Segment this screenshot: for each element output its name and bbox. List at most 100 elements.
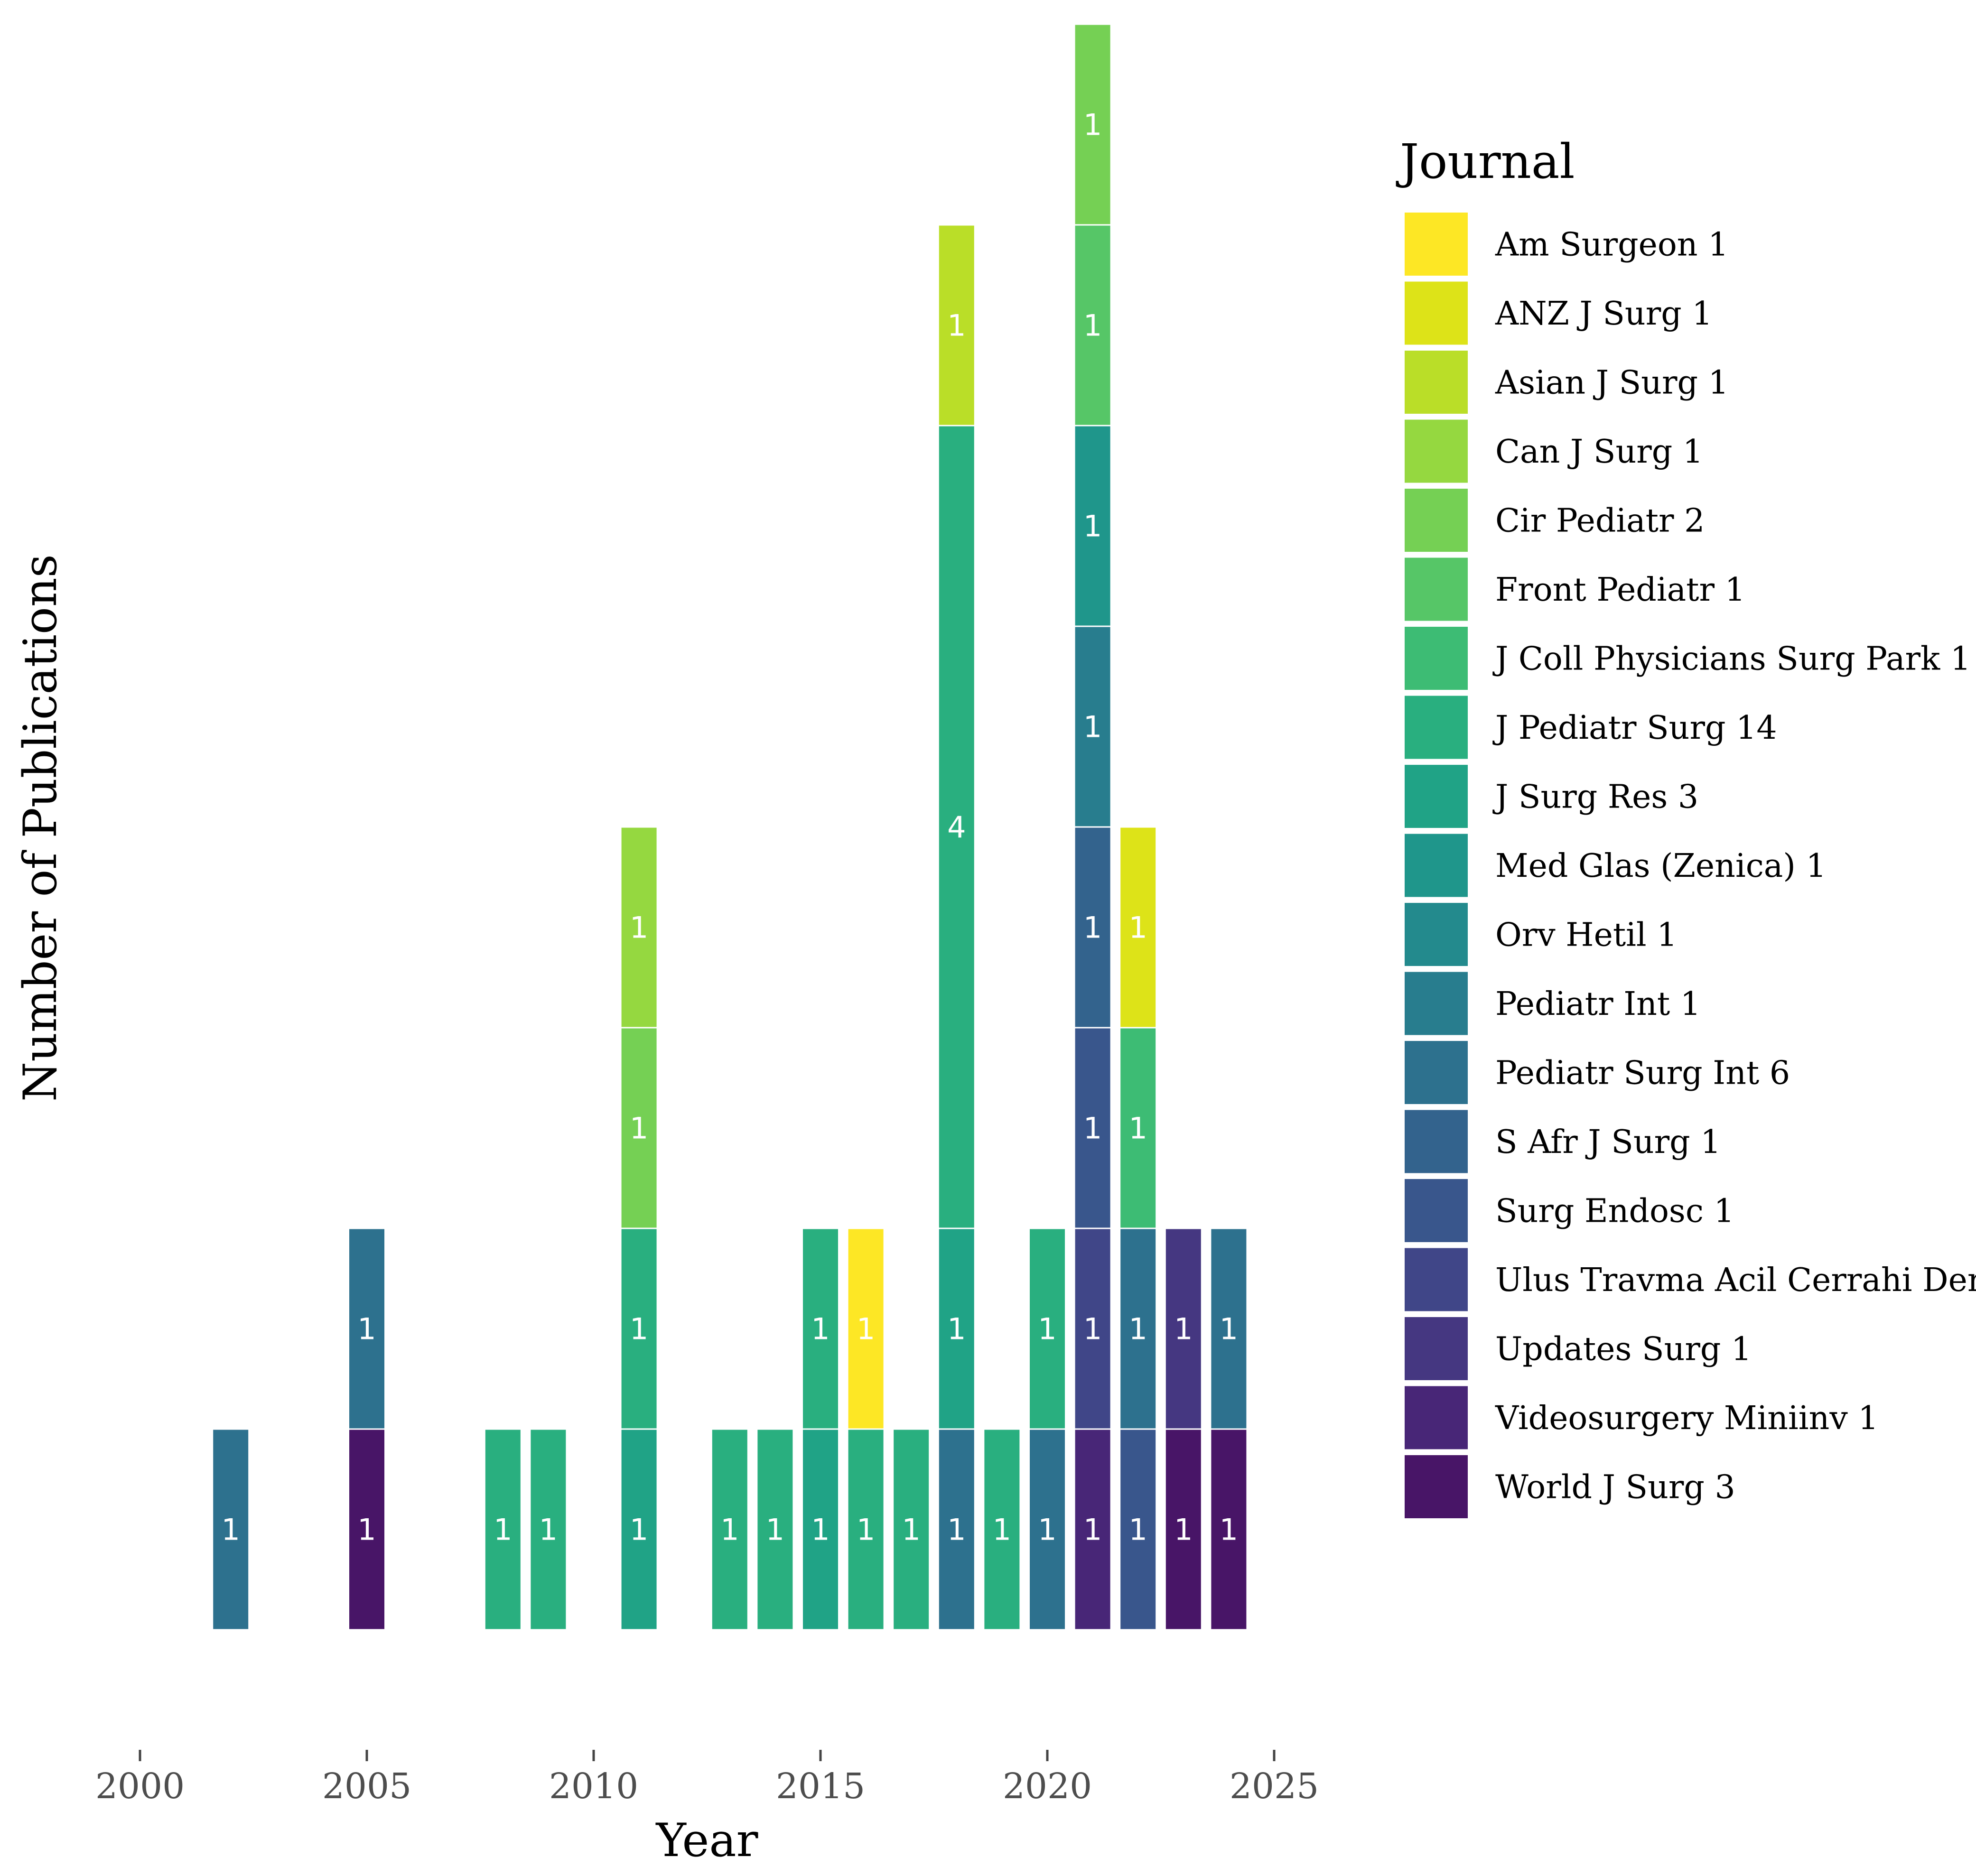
bar-segment (710, 1428, 749, 1631)
bar-segment (1164, 1227, 1202, 1430)
bar-segment (620, 1027, 658, 1229)
bar-segment (937, 1428, 976, 1631)
bar-value-label: 1 (1128, 1312, 1147, 1347)
bar-segment (1210, 1227, 1248, 1430)
legend-swatch (1405, 419, 1468, 483)
bar-segment (620, 826, 658, 1029)
bar-value-label: 1 (494, 1513, 512, 1547)
legend-swatch (1405, 1317, 1468, 1380)
bar-value-label: 1 (630, 1312, 648, 1347)
legend-label: Asian J Surg 1 (1495, 364, 1729, 402)
legend-swatch (1405, 1179, 1468, 1242)
legend-items: Am Surgeon 1 ANZ J Surg 1 Asian J Surg 1 Ca… (1405, 213, 1976, 1518)
bar-value-label: 1 (947, 1513, 966, 1547)
bar-segment (1073, 224, 1112, 427)
bar-value-label: 1 (1128, 1513, 1147, 1547)
bar-segment (620, 1428, 658, 1631)
legend-swatch (1405, 834, 1468, 897)
legend-swatch (1405, 696, 1468, 759)
x-tick-label: 2010 (549, 1766, 638, 1807)
legend-label: Videosurgery Miniinv 1 (1495, 1400, 1879, 1437)
legend-swatch (1405, 557, 1468, 621)
bar-segment (348, 1227, 386, 1430)
bar-value-label: 1 (1038, 1312, 1056, 1347)
legend-label: Orv Hetil 1 (1495, 917, 1678, 954)
bar-segment (1073, 23, 1112, 226)
bar-segment (1028, 1227, 1066, 1430)
bar-segment (1164, 1428, 1202, 1631)
bar-value-label: 1 (993, 1513, 1011, 1547)
bar-segment (802, 1227, 839, 1430)
legend-label: ANZ J Surg 1 (1495, 295, 1713, 333)
bar-value-label: 1 (902, 1513, 920, 1547)
legend-label: Med Glas (Zenica) 1 (1495, 847, 1827, 885)
x-tick-label: 2020 (1003, 1766, 1092, 1807)
legend-label: Pediatr Int 1 (1495, 985, 1701, 1023)
x-tick-label: 2015 (776, 1766, 865, 1807)
legend-title: Journal (1396, 134, 1575, 189)
bar-value-label: 1 (1083, 308, 1102, 343)
legend-label: Ulus Travma Acil Cerrahi Derg 1 (1495, 1262, 1976, 1299)
legend-swatch (1405, 1248, 1468, 1311)
bar-value-label: 1 (1174, 1513, 1193, 1547)
bar-value-label: 4 (947, 810, 966, 845)
bar-value-label: 1 (221, 1513, 240, 1547)
legend-label: Am Surgeon 1 (1495, 226, 1728, 264)
legend-swatch (1405, 903, 1468, 966)
bar-value-label: 1 (357, 1513, 376, 1547)
bar-segment (937, 224, 976, 427)
bar-value-label: 1 (1083, 509, 1102, 544)
legend: Journal Am Surgeon 1 ANZ J Surg 1 Asian J … (1396, 134, 1976, 1518)
legend-swatch (1405, 1041, 1468, 1104)
legend-swatch (1405, 489, 1468, 552)
bar-segment (937, 425, 976, 1229)
bar-segment (529, 1428, 568, 1631)
x-tick-label: 2005 (322, 1766, 411, 1807)
bar-segment (1073, 1227, 1112, 1430)
legend-swatch (1405, 213, 1468, 276)
bar-value-label: 1 (811, 1513, 830, 1547)
bar-value-label: 1 (1220, 1513, 1238, 1547)
bar-value-label: 1 (630, 1111, 648, 1146)
bar-value-label: 1 (1128, 1111, 1147, 1146)
bar-value-label: 1 (1220, 1312, 1238, 1347)
bar-value-label: 1 (1083, 1111, 1102, 1146)
bar-value-label: 1 (1083, 710, 1102, 744)
legend-label: Pediatr Surg Int 6 (1495, 1055, 1790, 1092)
bar-value-label: 1 (857, 1312, 875, 1347)
legend-swatch (1405, 765, 1468, 828)
legend-label: J Pediatr Surg 14 (1492, 709, 1777, 747)
bar-value-label: 1 (766, 1513, 784, 1547)
legend-swatch (1405, 1386, 1468, 1449)
legend-swatch (1405, 1110, 1468, 1173)
bar-value-label: 1 (857, 1513, 875, 1547)
legend-label: S Afr J Surg 1 (1495, 1124, 1721, 1161)
bar-segment (1119, 1227, 1157, 1430)
bar-value-label: 1 (1038, 1513, 1056, 1547)
bar-segment (892, 1428, 931, 1631)
legend-swatch (1405, 351, 1468, 414)
bar-value-label: 1 (630, 1513, 648, 1547)
bar-value-label: 1 (720, 1513, 739, 1547)
legend-label: World J Surg 3 (1495, 1469, 1735, 1506)
bar-segment (847, 1227, 885, 1430)
bar-value-label: 1 (539, 1513, 558, 1547)
bar-segment (484, 1428, 522, 1631)
legend-label: Front Pediatr 1 (1495, 571, 1745, 609)
legend-swatch (1405, 972, 1468, 1035)
bar-segment (756, 1428, 794, 1631)
legend-swatch (1405, 281, 1468, 345)
x-tick-label: 2000 (95, 1766, 185, 1807)
bar-value-label: 1 (1174, 1312, 1193, 1347)
legend-label: Can J Surg 1 (1495, 433, 1703, 471)
bar-segment (1210, 1428, 1248, 1631)
legend-swatch (1405, 1455, 1468, 1518)
bar-value-label: 1 (1083, 910, 1102, 945)
y-axis-title: Number of Publications (14, 554, 67, 1102)
legend-swatch (1405, 627, 1468, 690)
bar-value-label: 1 (1128, 910, 1147, 945)
bar-value-label: 1 (1083, 108, 1102, 142)
bar-value-label: 1 (947, 1312, 966, 1347)
x-axis: 2000 2005 2010 2015 2020 2025 (95, 1750, 1319, 1807)
